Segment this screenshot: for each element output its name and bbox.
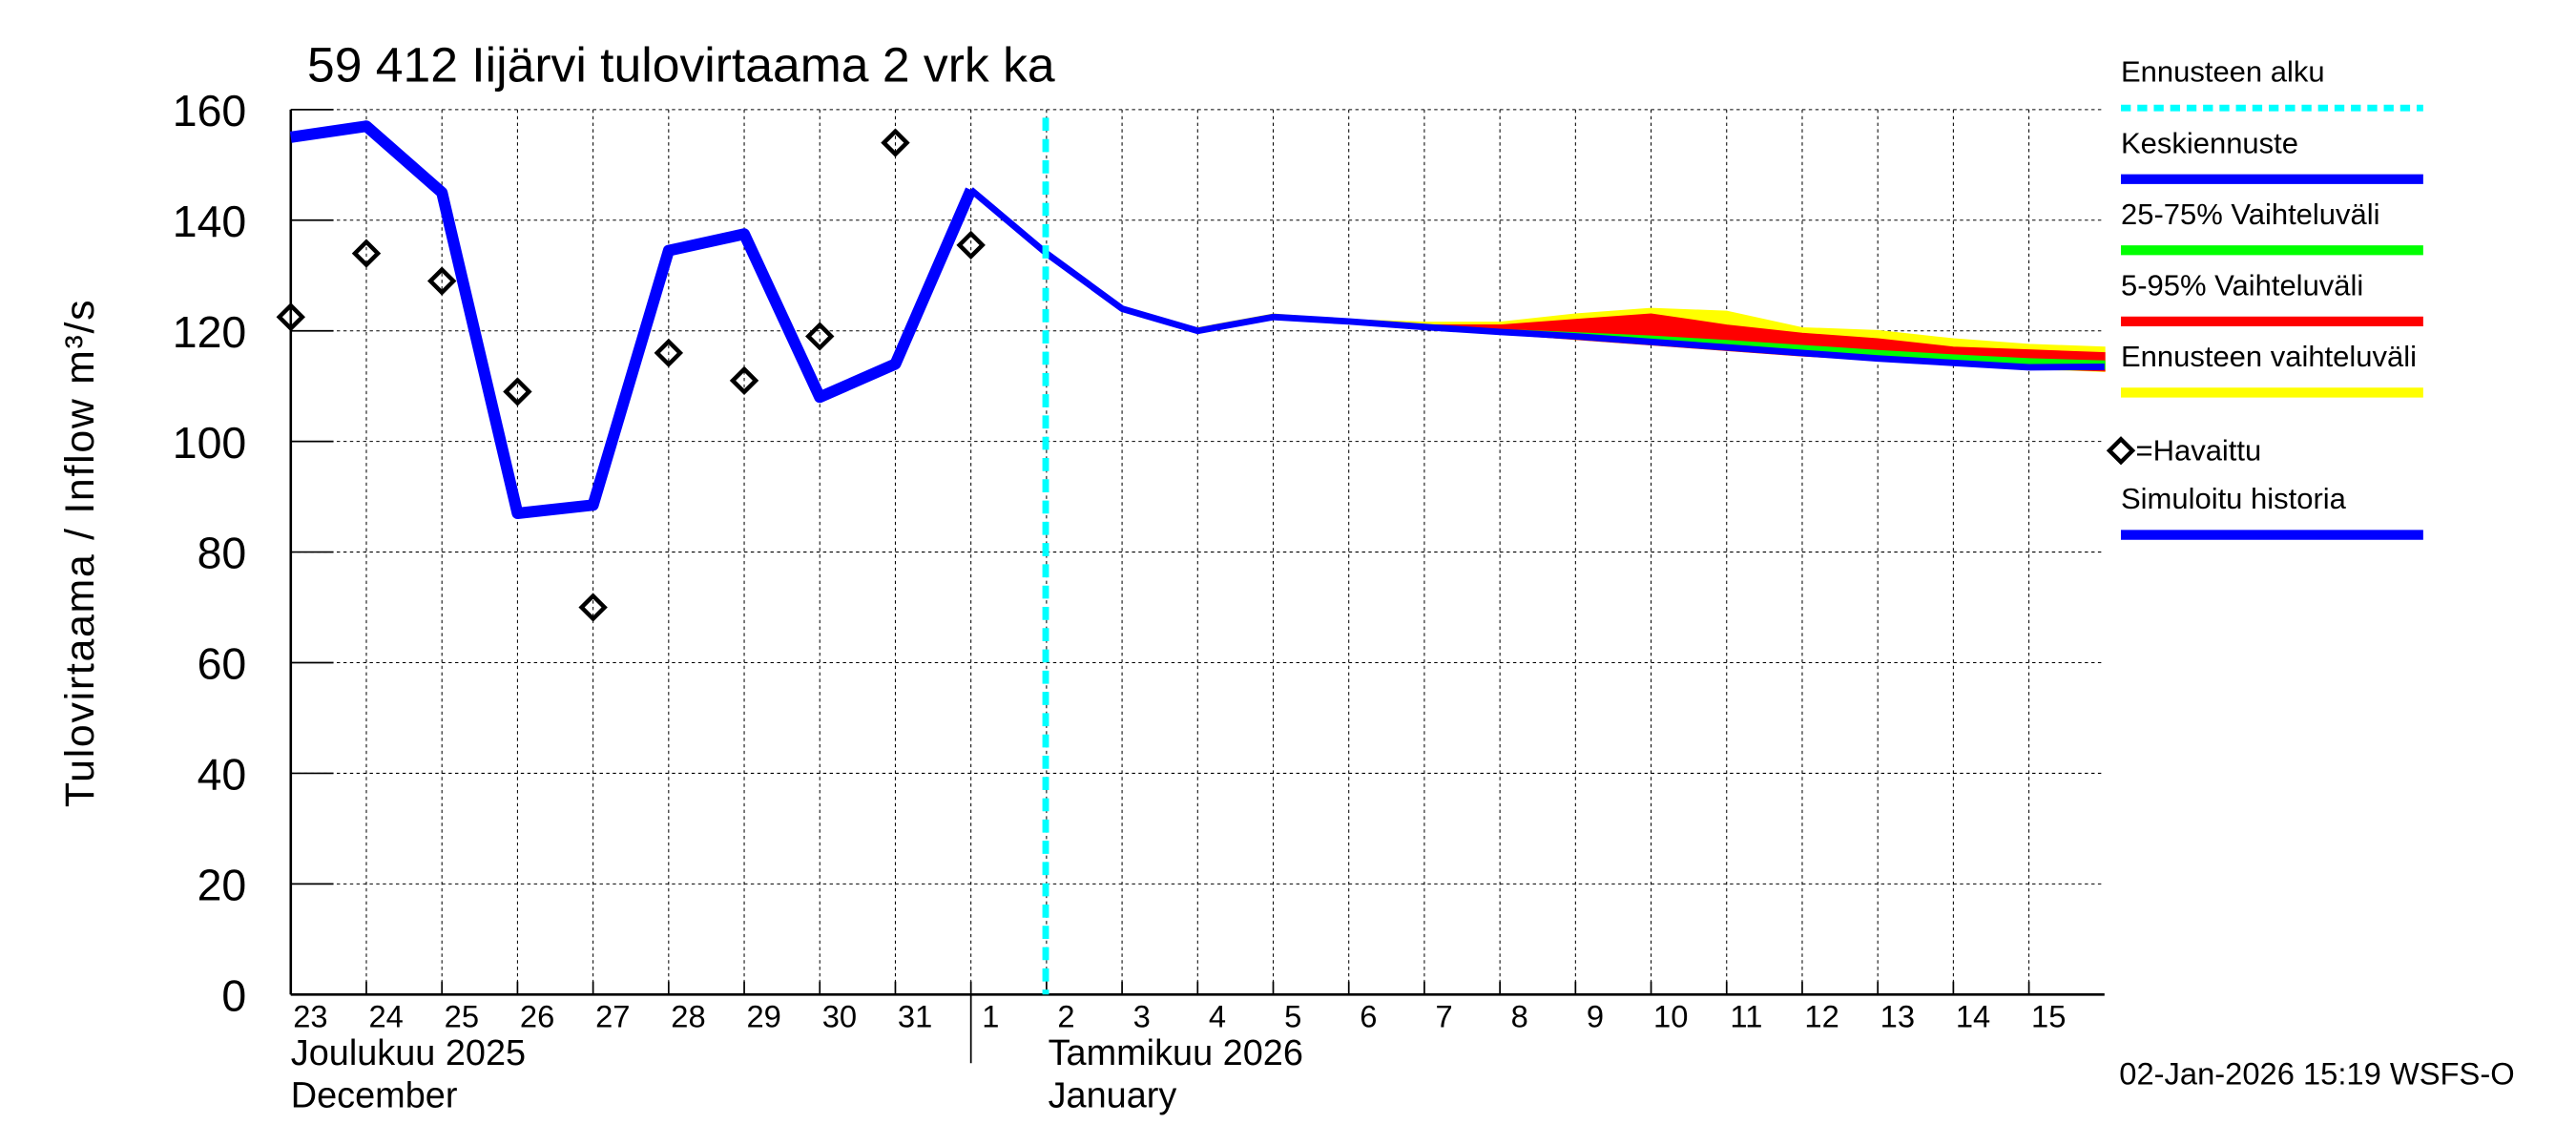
legend-label: Keskiennuste: [2121, 126, 2298, 159]
x-month-label-fi: Tammikuu 2026: [1049, 1033, 1303, 1073]
simulated-history-line: [289, 120, 977, 519]
x-day-label: 11: [1730, 999, 1762, 1034]
legend-label: 25-75% Vaihteluväli: [2121, 198, 2379, 231]
observed-point: [426, 266, 457, 296]
observed-point: [654, 338, 684, 368]
x-day-label: 2: [1057, 999, 1074, 1034]
legend-item: Ennusteen vaihteluväli: [2121, 340, 2423, 398]
legend-item: =Havaittu: [2106, 434, 2262, 468]
legend-label: 5-95% Vaihteluväli: [2121, 268, 2363, 302]
observed-point: [805, 322, 835, 351]
y-tick-label: 140: [173, 197, 247, 246]
x-day-label: 5: [1284, 999, 1301, 1034]
x-day-label: 4: [1209, 999, 1226, 1034]
x-day-label: 28: [671, 999, 705, 1034]
x-day-label: 7: [1435, 999, 1452, 1034]
median-forecast-line: [968, 187, 2105, 371]
x-day-label: 29: [747, 999, 781, 1034]
y-tick-label: 20: [197, 861, 247, 910]
y-tick-label: 60: [197, 639, 247, 689]
x-day-label: 13: [1880, 999, 1915, 1034]
x-day-label: 3: [1133, 999, 1151, 1034]
observed-point: [578, 593, 608, 622]
legend-item: Simuloitu historia: [2121, 482, 2423, 540]
x-day-label: 23: [293, 999, 327, 1034]
y-tick-label: 100: [173, 418, 247, 468]
x-day-label: 9: [1587, 999, 1604, 1034]
x-day-label: 8: [1511, 999, 1528, 1034]
y-tick-label: 160: [173, 86, 247, 135]
footer-timestamp: 02-Jan-2026 15:19 WSFS-O: [2119, 1056, 2514, 1092]
x-day-label: 1: [982, 999, 999, 1034]
x-day-label: 24: [368, 999, 403, 1034]
y-tick-label: 40: [197, 750, 247, 800]
observed-point: [503, 377, 532, 406]
x-day-label: 6: [1360, 999, 1377, 1034]
diamond-icon: [2106, 436, 2136, 466]
observed-point: [956, 230, 986, 260]
x-day-label: 31: [898, 999, 932, 1034]
x-month-label-en: January: [1049, 1076, 1177, 1116]
x-day-label: 10: [1653, 999, 1688, 1034]
observed-point: [729, 365, 759, 396]
x-month-label-fi: Joulukuu 2025: [291, 1033, 526, 1073]
legend-item: 25-75% Vaihteluväli: [2121, 198, 2423, 256]
legend-label: Simuloitu historia: [2121, 482, 2347, 515]
x-month-label-en: December: [291, 1076, 458, 1116]
legend-label: =Havaittu: [2136, 434, 2262, 468]
x-day-label: 25: [445, 999, 479, 1034]
observed-point: [351, 239, 382, 268]
x-day-label: 30: [822, 999, 857, 1034]
observed-point: [276, 302, 306, 332]
y-tick-label: 120: [173, 307, 247, 357]
x-day-label: 12: [1804, 999, 1839, 1034]
y-tick-label: 0: [221, 971, 246, 1021]
legend-item: Ennusteen alku: [2121, 55, 2423, 112]
legend-item: Keskiennuste: [2121, 126, 2423, 184]
x-day-label: 14: [1956, 999, 1990, 1034]
legend-label: Ennusteen alku: [2121, 55, 2325, 89]
x-day-label: 26: [520, 999, 554, 1034]
y-axis-label: Tulovirtaama / Inflow m³/s: [57, 299, 103, 807]
observed-point: [881, 128, 910, 157]
legend-item: 5-95% Vaihteluväli: [2121, 268, 2423, 326]
y-tick-label: 80: [197, 529, 247, 578]
x-day-label: 27: [595, 999, 630, 1034]
chart-title: 59 412 Iijärvi tulovirtaama 2 vrk ka: [307, 37, 1055, 93]
legend-label: Ennusteen vaihteluväli: [2121, 340, 2417, 373]
x-day-label: 15: [2031, 999, 2066, 1034]
